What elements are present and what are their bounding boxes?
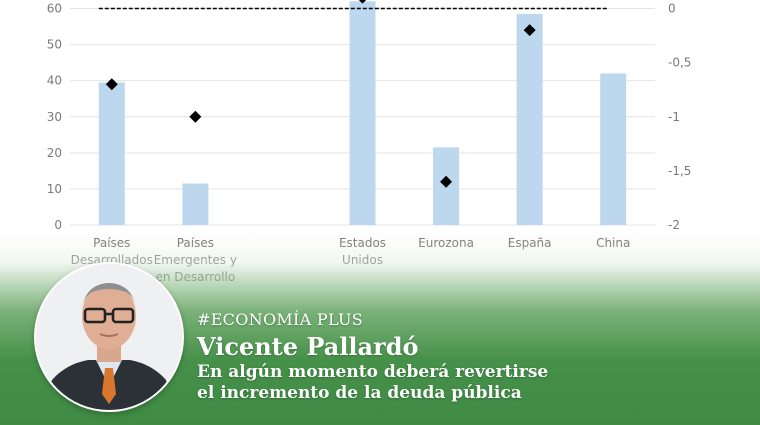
category-label: España — [508, 236, 552, 250]
category-label: Estados — [339, 236, 386, 250]
category-label: Eurozona — [418, 236, 474, 250]
headline-line-2[interactable]: el incremento de la deuda pública — [197, 383, 522, 403]
category-label: en Desarrollo — [155, 270, 235, 284]
bar — [182, 183, 209, 225]
y-left-tick-label: 0 — [54, 218, 62, 232]
bar — [516, 13, 543, 225]
diamond-point — [189, 110, 202, 123]
bar — [349, 1, 376, 225]
author-name[interactable]: Vicente Pallardó — [197, 332, 419, 361]
y-left-tick-label: 10 — [47, 182, 62, 196]
bar — [98, 82, 125, 226]
y-left-tick-label: 50 — [47, 38, 62, 52]
y-left-tick-label: 60 — [47, 2, 62, 16]
category-label: China — [596, 236, 630, 250]
bar — [600, 73, 627, 225]
y-right-tick-label: 0 — [668, 2, 676, 16]
category-label: Países — [93, 236, 130, 250]
y-left-tick-label: 30 — [47, 110, 62, 124]
y-left-tick-label: 40 — [47, 74, 62, 88]
author-portrait — [34, 262, 184, 412]
headline-line-1[interactable]: En algún momento deberá revertirse — [197, 362, 549, 382]
category-label: Unidos — [342, 253, 383, 267]
y-right-tick-label: -1,5 — [668, 164, 691, 178]
article-caption: #ECONOMÍA PLUS Vicente Pallardó En algún… — [197, 309, 548, 404]
section-kicker[interactable]: #ECONOMÍA PLUS — [197, 310, 364, 329]
category-label: Países — [177, 236, 214, 250]
y-left-tick-label: 20 — [47, 146, 62, 160]
y-right-tick-label: -2 — [668, 218, 680, 232]
y-right-tick-label: -0,5 — [668, 56, 691, 70]
y-right-tick-label: -1 — [668, 110, 680, 124]
category-label: Emergentes y — [154, 253, 237, 267]
